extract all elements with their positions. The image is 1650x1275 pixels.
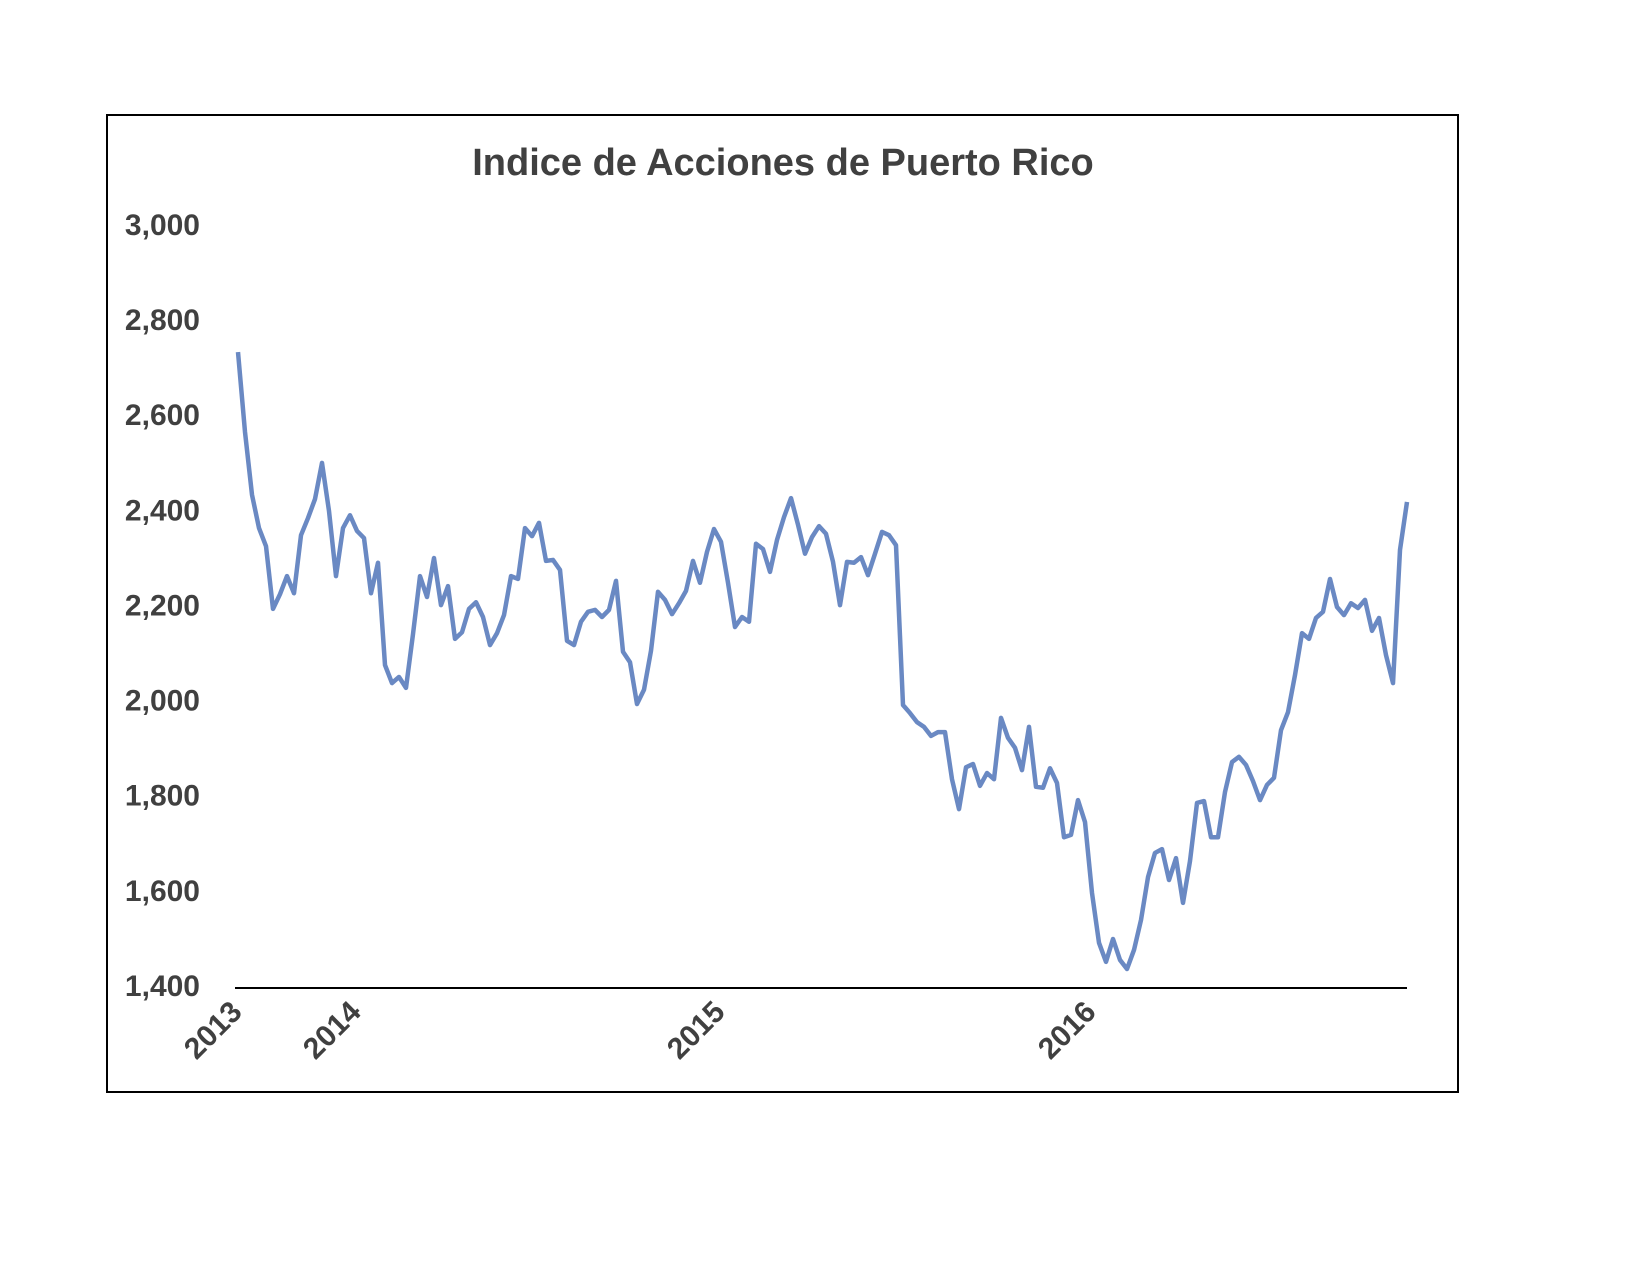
y-tick-label: 2,800 bbox=[125, 304, 200, 337]
y-tick-label: 3,000 bbox=[125, 209, 200, 242]
y-tick-label: 1,600 bbox=[125, 875, 200, 908]
y-tick-label: 1,800 bbox=[125, 780, 200, 813]
data-line bbox=[235, 351, 1410, 972]
y-tick-label: 2,000 bbox=[125, 685, 200, 718]
chart-frame bbox=[106, 114, 1459, 1093]
y-tick-label: 2,400 bbox=[125, 494, 200, 527]
y-tick-label: 2,200 bbox=[125, 589, 200, 622]
chart-title: Indice de Acciones de Puerto Rico bbox=[472, 142, 1094, 184]
y-tick-label: 2,600 bbox=[125, 399, 200, 432]
y-tick-label: 1,400 bbox=[125, 970, 200, 1003]
